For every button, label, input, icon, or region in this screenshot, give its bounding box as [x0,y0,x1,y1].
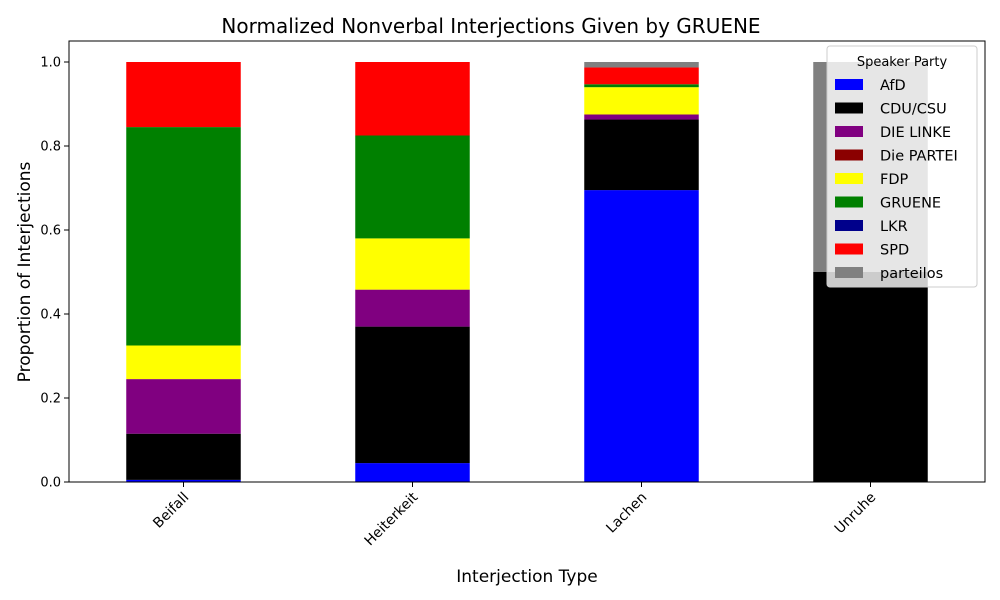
legend-box [826,45,978,288]
bar-beifall-gruene [126,127,241,346]
bar-beifall-fdp [126,345,241,380]
y-tick-label: 0.0 [40,476,61,491]
legend-entry-label: CDU/CSU [880,102,947,118]
legend-swatch [835,243,863,255]
x-tick-label: Beifall [150,490,192,532]
bar-beifall-spd [126,62,241,128]
bar-lachen-parteilos [584,62,699,68]
bar-heiterkeit-fdp [355,238,470,290]
bar-lachen-gruene [584,84,699,88]
y-tick-label: 0.8 [40,140,61,155]
chart-title: Normalized Nonverbal Interjections Given… [221,14,760,38]
bar-beifall-afd [126,479,241,482]
bar-heiterkeit-die-linke [355,289,470,327]
legend-swatch [835,79,863,90]
legend-entry-label: AfD [880,78,906,94]
x-axis-ticks: Beifall Heiterkeit Lachen Unruhe [150,482,879,549]
legend-entry-label: GRUENE [880,196,941,212]
bar-heiterkeit-cdu-csu [355,326,470,464]
x-axis-label: Interjection Type [456,567,597,587]
legend-swatch [835,149,863,161]
bar-beifall-cdu-csu [126,433,241,480]
legend-entry-label: SPD [880,243,909,259]
x-tick-label: Unruhe [832,490,880,538]
legend-entry-label: FDP [880,172,909,188]
bar-lachen-afd [584,190,699,482]
legend-swatch [835,196,863,208]
y-tick-label: 0.4 [40,308,61,323]
bars-group [126,62,928,482]
legend-entry-label: Die PARTEI [880,149,958,165]
x-tick-label: Heiterkeit [362,489,422,549]
legend: Speaker Party AfD CDU/CSU DIE LINKE Die PART… [826,45,978,288]
bar-heiterkeit-spd [355,62,470,136]
legend-swatch [835,173,863,184]
bar-unruhe-cdu-csu [813,272,928,482]
legend-swatch [835,102,863,114]
bar-lachen-fdp [584,87,699,115]
bar-beifall-die-linke [126,379,241,434]
bar-heiterkeit-afd [355,463,470,482]
legend-swatch [835,126,863,137]
legend-entry-label: DIE LINKE [880,125,951,141]
legend-entry-label: parteilos [880,266,943,282]
y-tick-label: 0.6 [40,224,61,239]
y-tick-label: 1.0 [40,56,61,71]
legend-entry-label: LKR [880,219,908,235]
y-axis-ticks: 0.0 0.2 0.4 0.6 0.8 1.0 [40,56,69,491]
legend-title: Speaker Party [857,55,948,70]
y-axis-label: Proportion of Interjections [15,161,35,382]
bar-lachen-spd [584,67,699,85]
legend-swatch [835,267,863,278]
legend-swatch [835,220,863,231]
bar-lachen-die-linke [584,114,699,120]
bar-lachen-cdu-csu [584,119,699,191]
plot-frame [68,40,986,483]
bar-heiterkeit-gruene [355,135,470,239]
x-tick-label: Lachen [603,490,650,537]
y-tick-label: 0.2 [40,392,61,407]
